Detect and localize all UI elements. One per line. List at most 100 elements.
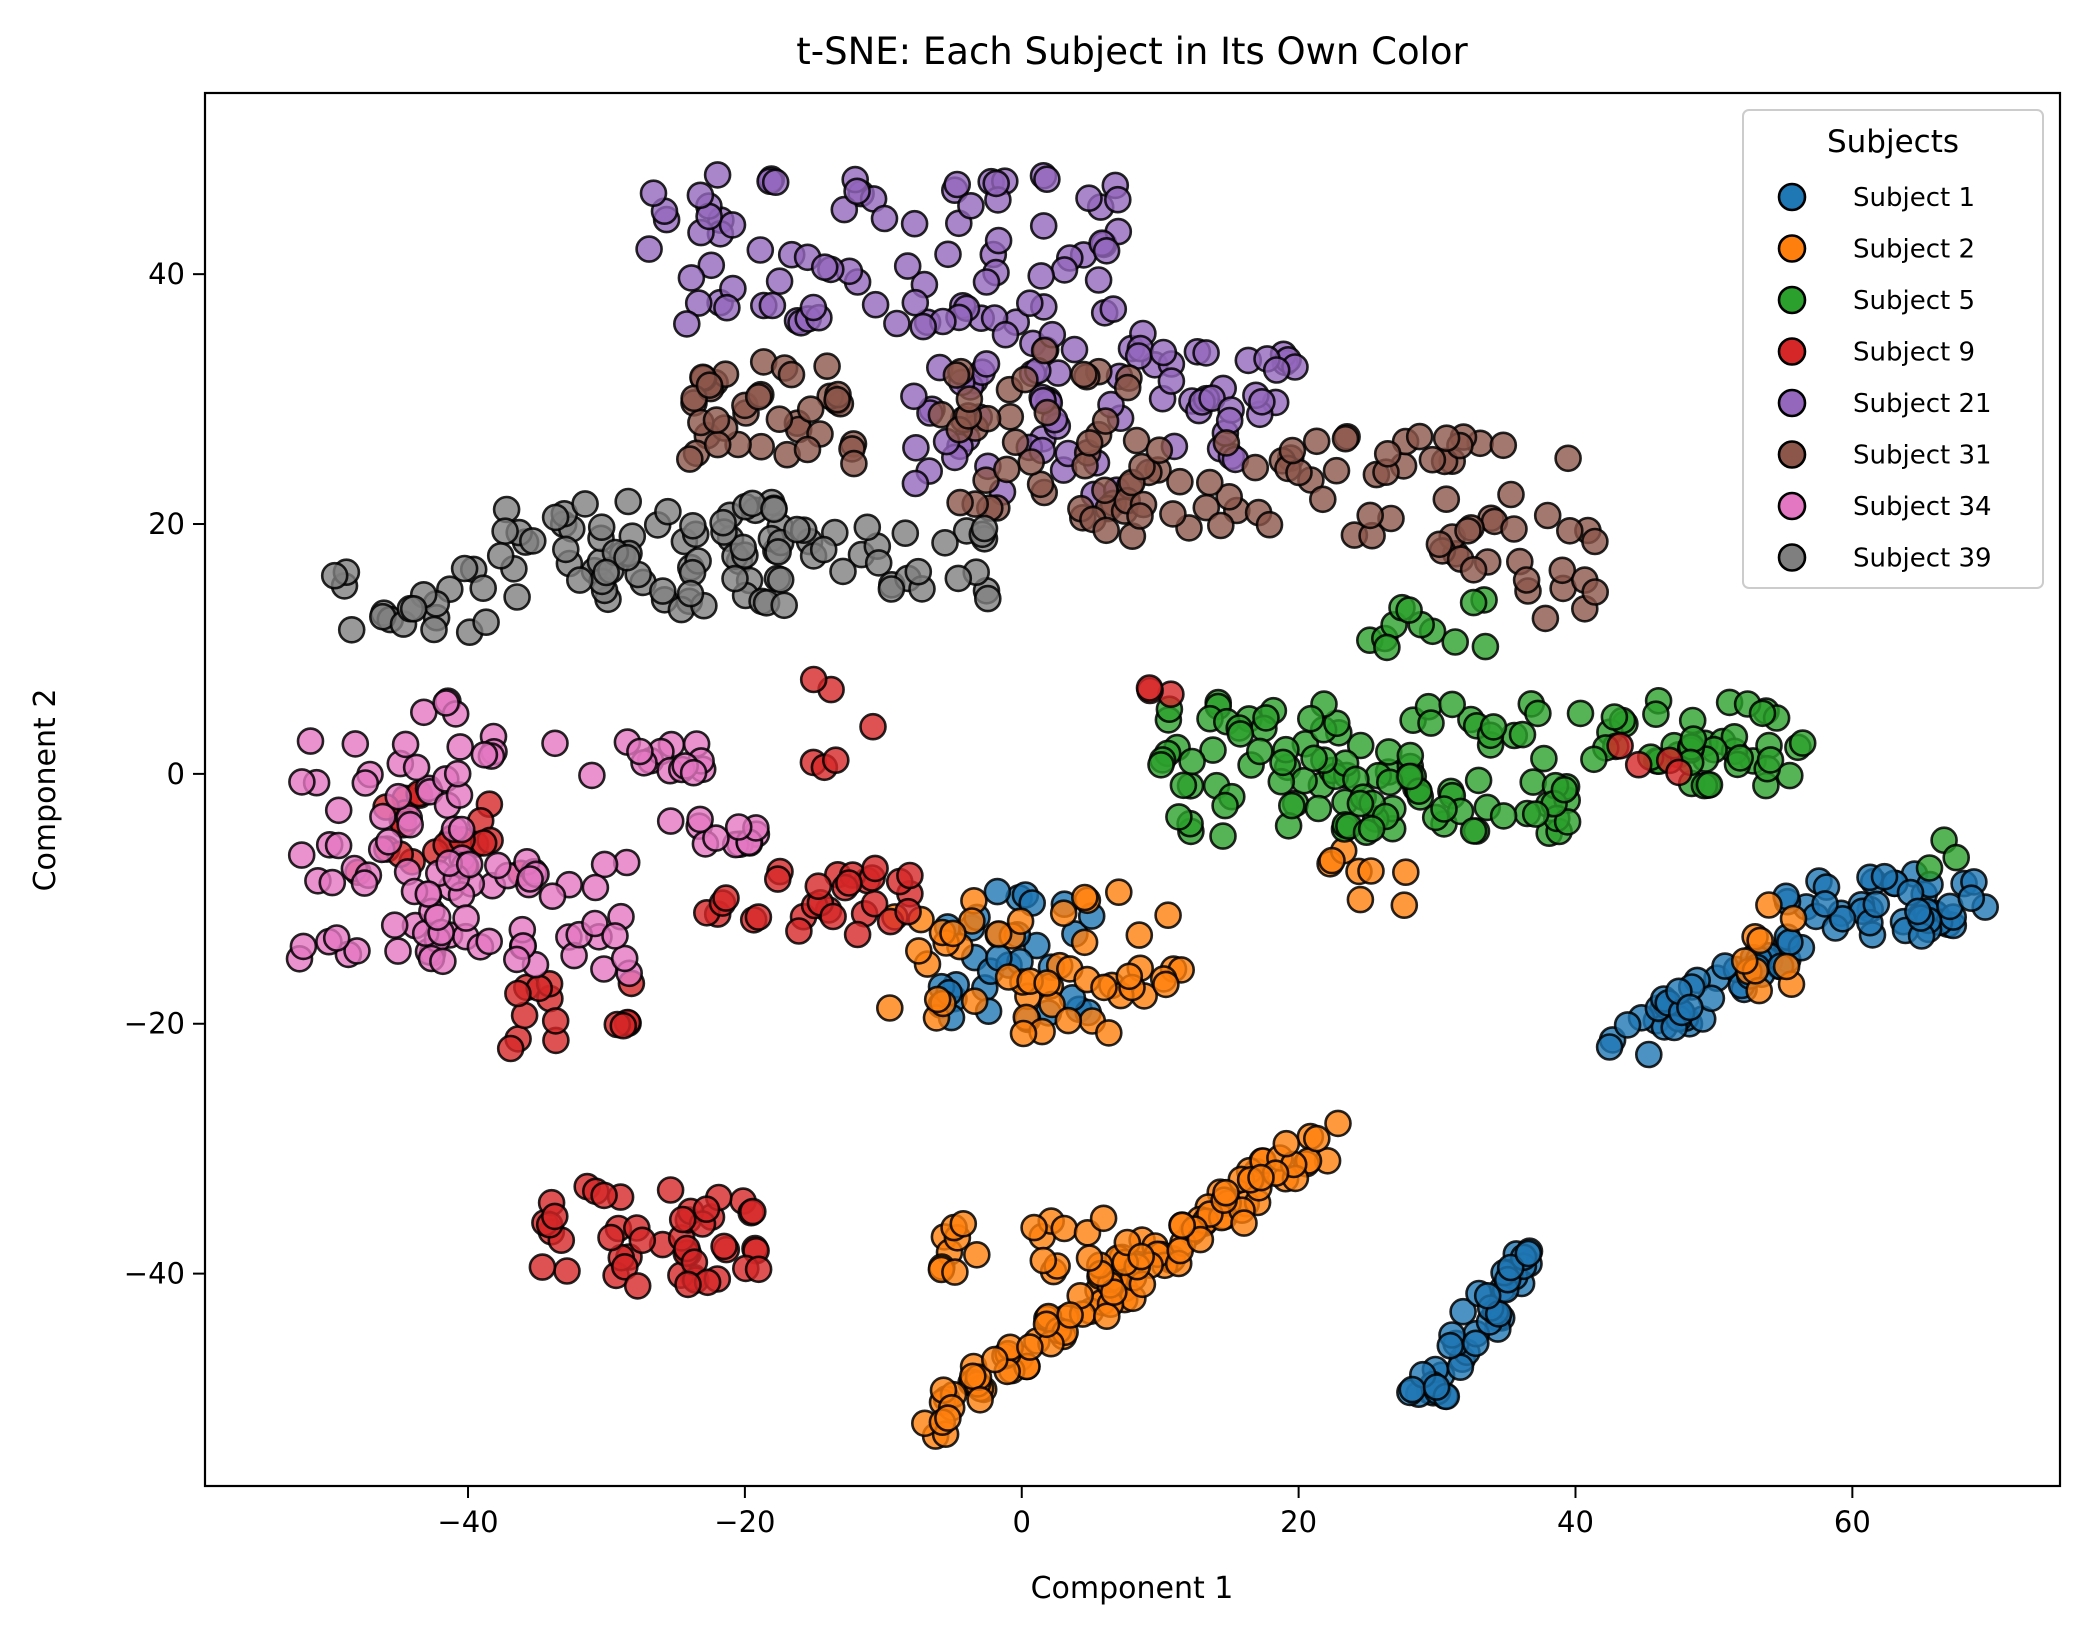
y-tick-label: −20 bbox=[124, 1007, 185, 1041]
point-subject-21 bbox=[883, 309, 911, 338]
point-subject-5 bbox=[1417, 709, 1445, 737]
point-subject-31 bbox=[1001, 428, 1030, 457]
point-subject-34 bbox=[432, 689, 460, 717]
point-subject-2 bbox=[1020, 1213, 1048, 1242]
point-subject-31 bbox=[1212, 429, 1241, 457]
point-subject-21 bbox=[677, 264, 706, 292]
point-subject-1 bbox=[1676, 993, 1704, 1022]
point-subject-2 bbox=[980, 1345, 1009, 1374]
point-subject-34 bbox=[374, 827, 403, 856]
y-tick-label: −40 bbox=[124, 1257, 185, 1291]
point-subject-34 bbox=[541, 729, 569, 758]
point-subject-2 bbox=[1186, 1225, 1215, 1254]
point-subject-2 bbox=[1772, 952, 1801, 981]
point-subject-2 bbox=[1095, 1019, 1123, 1047]
point-subject-34 bbox=[324, 796, 353, 825]
point-subject-2 bbox=[1100, 1278, 1128, 1306]
point-subject-31 bbox=[1531, 604, 1560, 633]
point-subject-39 bbox=[518, 527, 547, 555]
point-subject-21 bbox=[686, 181, 715, 210]
point-subject-2 bbox=[1054, 1006, 1083, 1035]
point-subject-39 bbox=[679, 511, 707, 540]
point-subject-34 bbox=[289, 932, 318, 961]
point-subject-21 bbox=[861, 290, 890, 319]
point-subject-31 bbox=[1128, 452, 1156, 481]
point-subject-9 bbox=[712, 884, 740, 912]
point-subject-5 bbox=[1726, 744, 1754, 772]
point-subject-5 bbox=[1323, 709, 1351, 738]
legend-marker-subject-34 bbox=[1777, 491, 1807, 521]
point-subject-31 bbox=[946, 488, 974, 517]
point-subject-2 bbox=[1318, 846, 1346, 875]
point-subject-1 bbox=[1870, 862, 1899, 891]
point-subject-34 bbox=[391, 730, 420, 759]
point-subject-5 bbox=[1373, 633, 1401, 662]
point-subject-9 bbox=[623, 1272, 652, 1300]
point-subject-39 bbox=[450, 554, 479, 583]
point-subject-21 bbox=[957, 192, 985, 220]
point-subject-1 bbox=[1514, 1239, 1543, 1268]
point-subject-31 bbox=[1166, 467, 1194, 496]
axis-ticks: −40 −20 0 20 40 60 −40 −20 0 20 40 bbox=[124, 257, 1871, 1539]
point-subject-2 bbox=[960, 987, 989, 1016]
point-subject-9 bbox=[628, 1226, 657, 1255]
point-subject-21 bbox=[1016, 289, 1044, 318]
point-subject-9 bbox=[804, 872, 833, 901]
point-subject-21 bbox=[1033, 165, 1061, 193]
point-subject-2 bbox=[1730, 947, 1759, 975]
point-subject-31 bbox=[703, 430, 732, 459]
point-subject-1 bbox=[1776, 928, 1804, 957]
point-subject-9 bbox=[528, 1253, 557, 1281]
point-subject-2 bbox=[1168, 1211, 1196, 1240]
point-subject-1 bbox=[1462, 1329, 1490, 1358]
point-subject-2 bbox=[1746, 926, 1774, 955]
point-subject-34 bbox=[341, 730, 370, 758]
point-subject-34 bbox=[724, 813, 753, 841]
point-subject-2 bbox=[1009, 1019, 1038, 1048]
point-subject-5 bbox=[1788, 729, 1817, 757]
point-subject-5 bbox=[1521, 800, 1550, 828]
point-subject-2 bbox=[1272, 1129, 1301, 1158]
point-subject-31 bbox=[1500, 515, 1528, 543]
x-axis-label: Component 1 bbox=[1031, 1571, 1234, 1606]
point-subject-2 bbox=[949, 1210, 978, 1238]
point-subject-5 bbox=[1357, 814, 1386, 843]
point-subject-39 bbox=[469, 574, 498, 603]
legend-marker-subject-2 bbox=[1777, 234, 1807, 263]
point-subject-5 bbox=[1519, 768, 1547, 796]
point-subject-39 bbox=[399, 594, 428, 623]
point-subject-5 bbox=[1553, 808, 1582, 836]
y-axis-label: Component 2 bbox=[28, 689, 63, 892]
point-subject-34 bbox=[578, 761, 606, 790]
point-subject-5 bbox=[1304, 794, 1333, 823]
point-subject-21 bbox=[901, 288, 930, 317]
point-subject-2 bbox=[1390, 891, 1419, 920]
point-subject-5 bbox=[1459, 817, 1488, 845]
point-subject-34 bbox=[601, 922, 629, 950]
point-subject-34 bbox=[686, 805, 714, 834]
legend-label-subject-21: Subject 21 bbox=[1853, 389, 1992, 419]
point-subject-1 bbox=[1449, 1297, 1477, 1326]
point-subject-31 bbox=[1241, 453, 1270, 482]
point-subject-5 bbox=[1300, 744, 1328, 773]
point-subject-39 bbox=[729, 533, 758, 562]
point-subject-31 bbox=[1255, 510, 1284, 539]
point-subject-34 bbox=[396, 810, 425, 839]
point-subject-5 bbox=[1252, 704, 1280, 732]
point-subject-31 bbox=[955, 385, 984, 413]
point-subject-9 bbox=[668, 1205, 697, 1234]
point-subject-5 bbox=[1464, 766, 1493, 795]
point-subject-39 bbox=[472, 608, 500, 637]
point-subject-39 bbox=[829, 557, 857, 586]
point-subject-34 bbox=[384, 782, 413, 811]
point-subject-9 bbox=[553, 1257, 581, 1285]
point-subject-39 bbox=[877, 575, 906, 603]
point-subject-31 bbox=[744, 382, 773, 411]
point-subject-34 bbox=[590, 850, 619, 879]
point-subject-31 bbox=[1432, 424, 1461, 453]
point-subject-1 bbox=[1422, 1373, 1451, 1401]
point-subject-34 bbox=[446, 733, 475, 761]
point-subject-31 bbox=[1122, 426, 1151, 455]
point-subject-31 bbox=[1425, 530, 1454, 559]
point-subject-31 bbox=[840, 449, 868, 478]
